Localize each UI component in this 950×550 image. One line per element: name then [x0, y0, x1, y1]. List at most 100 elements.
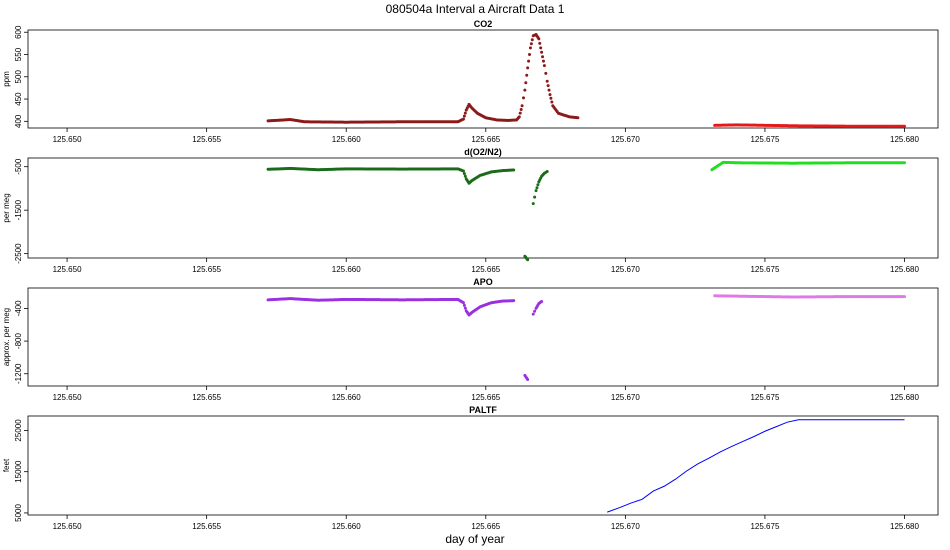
y-tick-label: -800: [14, 333, 23, 350]
y-tick-label: 25000: [14, 419, 23, 442]
x-tick-label: 125.660: [332, 135, 361, 144]
x-tick-label: 125.670: [611, 265, 640, 274]
x-axis-label: day of year: [445, 532, 504, 546]
y-axis-label: ppm: [2, 71, 11, 87]
data-point: [533, 195, 537, 199]
x-tick-label: 125.675: [750, 522, 779, 531]
x-tick-label: 125.650: [53, 393, 82, 402]
data-point: [518, 111, 522, 115]
x-tick-label: 125.660: [332, 393, 361, 402]
data-point: [576, 116, 580, 120]
plot-frame: [27, 415, 939, 516]
data-point: [545, 169, 549, 173]
data-point: [528, 46, 532, 50]
data-point: [512, 168, 516, 172]
x-tick-label: 125.665: [471, 135, 500, 144]
data-point: [463, 306, 467, 310]
x-tick-label: 125.665: [471, 522, 500, 531]
data-point: [526, 258, 530, 262]
data-point: [526, 66, 530, 70]
data-point: [550, 100, 554, 104]
x-tick-label: 125.650: [53, 265, 82, 274]
panel-title: PALTF: [469, 405, 497, 415]
y-tick-label: -1500: [14, 199, 23, 220]
data-point: [461, 301, 465, 305]
x-tick-label: 125.655: [192, 265, 221, 274]
plot-frame: [27, 29, 939, 129]
data-point: [539, 46, 543, 50]
chart-panel-4: PALTF feet 125.650 125.655 125.660 125.665 125…: [2, 405, 939, 531]
panel-title: APO: [473, 277, 493, 287]
data-point: [529, 42, 533, 46]
data-point: [542, 64, 546, 68]
data-point: [903, 161, 906, 165]
series-line: [607, 419, 905, 513]
x-tick-label: 125.655: [192, 135, 221, 144]
x-tick-label: 125.650: [53, 135, 82, 144]
plot-frame: [27, 157, 939, 259]
series-2: [713, 123, 906, 128]
plot-frame: [27, 287, 939, 387]
data-point: [541, 55, 545, 59]
x-tick-label: 125.665: [471, 393, 500, 402]
data-point: [521, 96, 525, 100]
data-point: [549, 96, 553, 100]
x-tick-label: 125.650: [53, 522, 82, 531]
y-tick-label: -500: [14, 158, 23, 175]
data-point: [526, 377, 530, 381]
data-point: [531, 202, 535, 206]
data-point: [519, 107, 523, 111]
data-point: [520, 104, 524, 108]
series-1: [266, 32, 580, 124]
y-tick-label: 550: [14, 47, 23, 61]
data-point: [462, 303, 466, 307]
data-point: [534, 189, 538, 193]
chart-panels: CO2 ppm 125.650 125.655 125.660 125.665 125.67…: [2, 19, 939, 531]
data-point: [463, 111, 467, 115]
data-point: [461, 117, 465, 121]
x-tick-label: 125.680: [890, 135, 919, 144]
chart-panel-3: APO approx. per meg 125.650 125.655 125.660 1…: [2, 277, 939, 402]
data-point: [540, 299, 544, 303]
x-tick-label: 125.680: [890, 522, 919, 531]
data-point: [903, 295, 906, 299]
data-point: [536, 183, 540, 187]
x-tick-label: 125.670: [611, 393, 640, 402]
data-point: [541, 59, 545, 63]
y-tick-label: 5000: [14, 503, 23, 521]
data-point: [512, 299, 516, 303]
data-point: [523, 88, 527, 92]
data-point: [538, 41, 542, 45]
x-tick-label: 125.670: [611, 522, 640, 531]
y-tick-label: 400: [14, 114, 23, 128]
data-point: [540, 50, 544, 54]
data-point: [531, 312, 535, 316]
data-point: [544, 71, 548, 75]
data-point: [528, 53, 532, 56]
data-point: [546, 84, 550, 88]
x-tick-label: 125.660: [332, 265, 361, 274]
x-tick-label: 125.655: [192, 393, 221, 402]
x-tick-label: 125.655: [192, 522, 221, 531]
x-tick-label: 125.680: [890, 265, 919, 274]
y-axis-label: per meg: [2, 193, 11, 222]
y-tick-label: -1200: [14, 363, 23, 384]
panel-title: d(O2/N2): [464, 147, 502, 157]
data-point: [461, 169, 465, 173]
chart-panel-1: CO2 ppm 125.650 125.655 125.660 125.665 125.67…: [2, 19, 939, 144]
y-tick-label: -400: [14, 300, 23, 317]
data-point: [533, 309, 537, 313]
panel-title: CO2: [474, 19, 493, 29]
figure-title: 080504a Interval a Aircraft Data 1: [386, 2, 565, 16]
data-point: [545, 79, 549, 83]
y-tick-label: 500: [14, 70, 23, 84]
x-tick-label: 125.675: [750, 265, 779, 274]
y-axis-label: feet: [2, 458, 11, 472]
x-tick-label: 125.675: [750, 135, 779, 144]
data-point: [537, 37, 541, 41]
x-tick-label: 125.680: [890, 393, 919, 402]
data-point: [462, 172, 466, 176]
data-point: [527, 59, 531, 63]
data-point: [463, 174, 467, 178]
y-tick-label: 600: [14, 25, 23, 39]
